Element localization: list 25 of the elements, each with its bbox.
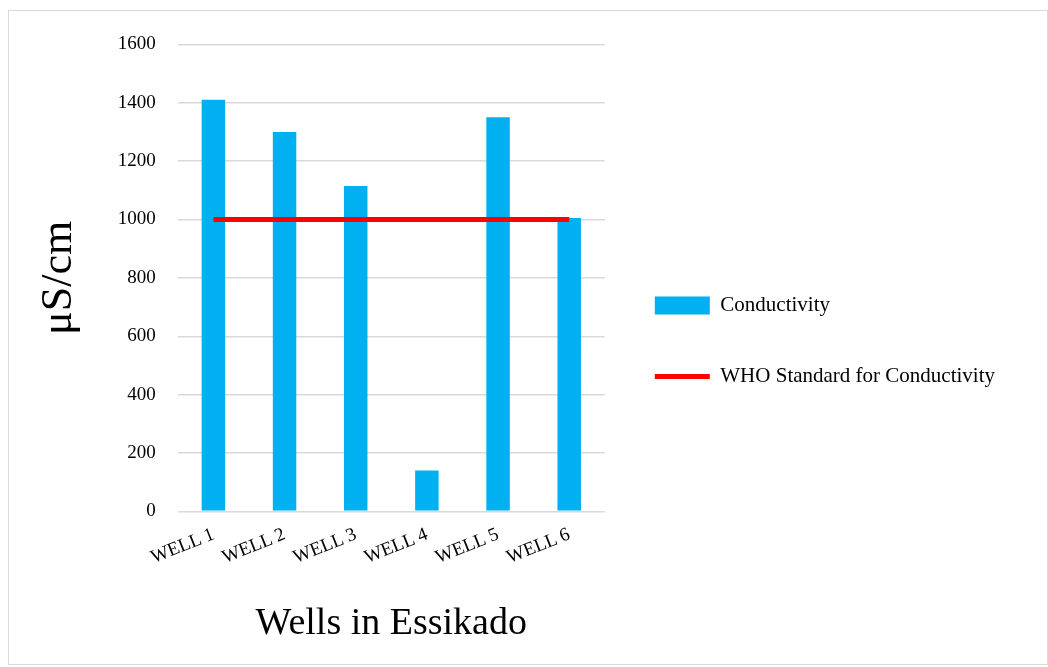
bar — [272, 131, 297, 511]
y-axis-title: μS/cm — [31, 220, 81, 335]
y-tick-label: 800 — [127, 265, 156, 287]
y-tick-label: 600 — [127, 324, 156, 346]
bar — [201, 99, 226, 511]
bar — [343, 185, 368, 511]
y-tick-label: 200 — [127, 440, 156, 462]
y-tick-label: 400 — [127, 382, 156, 404]
y-tick-label: 1400 — [117, 90, 156, 112]
x-tick-label: WELL 6 — [503, 522, 573, 567]
y-tick-label: 1600 — [117, 32, 156, 54]
bar — [557, 218, 581, 511]
bar — [415, 470, 439, 511]
y-tick-label: 1000 — [117, 207, 156, 229]
bar — [486, 117, 510, 511]
x-tick-label: WELL 5 — [432, 522, 502, 567]
x-tick-label: WELL 3 — [289, 522, 360, 567]
x-axis-title: Wells in Essikado — [255, 600, 527, 643]
legend-label: Conductivity — [720, 292, 831, 317]
legend-label: WHO Standard for Conductivity — [720, 363, 996, 388]
y-tick-label: 1200 — [117, 149, 156, 171]
x-tick-label: WELL 1 — [147, 522, 217, 567]
y-tick-label: 0 — [146, 499, 156, 521]
x-tick-label: WELL 4 — [360, 522, 431, 567]
x-tick-label: WELL 2 — [218, 522, 288, 567]
